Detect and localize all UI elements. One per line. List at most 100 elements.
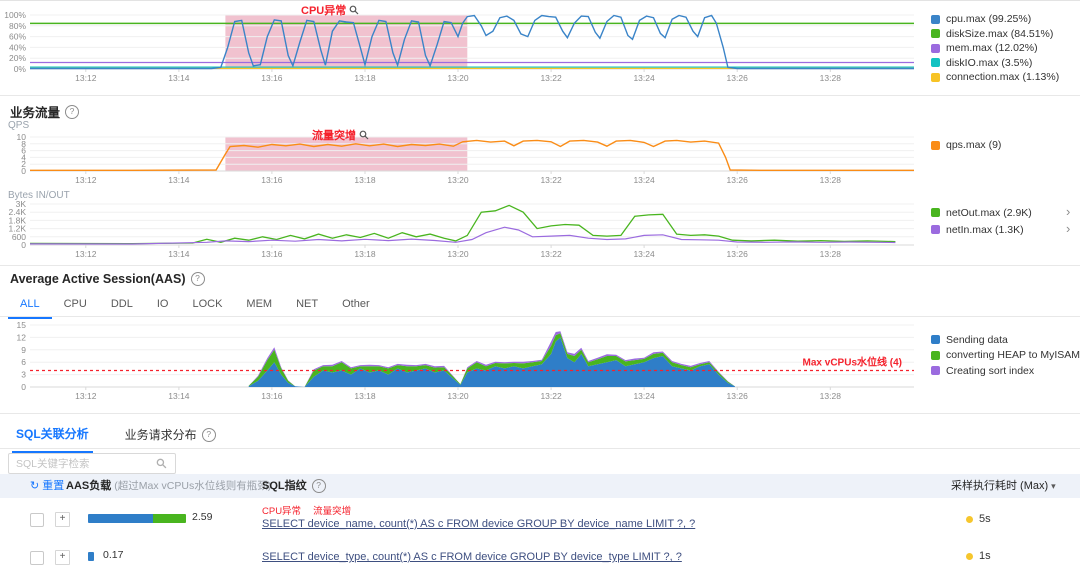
legend-swatch bbox=[931, 29, 940, 39]
legend-swatch bbox=[931, 14, 940, 24]
svg-text:13:28: 13:28 bbox=[820, 175, 842, 185]
svg-text:60%: 60% bbox=[9, 32, 26, 42]
info-icon[interactable]: ? bbox=[311, 479, 326, 493]
legend-label: diskIO.max (3.5%) bbox=[946, 56, 1033, 69]
legend-item-connection-max[interactable]: connection.max (1.13%) bbox=[931, 70, 1059, 85]
tab-request-distribution[interactable]: 业务请求分布 ? bbox=[121, 418, 220, 453]
legend-swatch bbox=[931, 208, 940, 217]
expand-button[interactable]: + bbox=[55, 512, 70, 527]
legend-label: netIn.max (1.3K) bbox=[946, 223, 1024, 236]
svg-text:0: 0 bbox=[21, 382, 26, 392]
sql-search-input[interactable] bbox=[8, 453, 176, 474]
svg-text:13:26: 13:26 bbox=[727, 73, 749, 83]
sql-fingerprint-link[interactable]: SELECT device_type, count(*) AS c FROM d… bbox=[262, 551, 682, 563]
svg-text:13:24: 13:24 bbox=[633, 73, 655, 83]
svg-text:13:18: 13:18 bbox=[354, 391, 376, 401]
traffic-spike-annotation[interactable]: 流量突增 bbox=[312, 127, 369, 143]
divider bbox=[0, 413, 1080, 414]
aas-title-text: Average Active Session(AAS) bbox=[10, 272, 186, 286]
legend-swatch bbox=[931, 43, 940, 53]
svg-text:0: 0 bbox=[21, 166, 26, 176]
row-checkbox[interactable] bbox=[30, 551, 44, 565]
legend-swatch bbox=[931, 366, 940, 376]
legend-swatch bbox=[931, 225, 940, 234]
legend-label: cpu.max (99.25%) bbox=[946, 13, 1032, 26]
legend-item-creating-sort-index[interactable]: Creating sort index bbox=[931, 363, 1080, 379]
svg-text:13:20: 13:20 bbox=[447, 391, 469, 401]
search-icon[interactable] bbox=[156, 458, 167, 469]
sort-caret-icon: ▾ bbox=[1051, 481, 1056, 491]
info-icon: ? bbox=[201, 427, 216, 442]
legend-item-diskio-max[interactable]: diskIO.max (3.5%) bbox=[931, 56, 1059, 71]
svg-text:13:12: 13:12 bbox=[75, 391, 97, 401]
legend-item-sending-data[interactable]: Sending data bbox=[931, 332, 1080, 348]
legend-item-qps-max[interactable]: qps.max (9) bbox=[931, 138, 1001, 153]
reset-button[interactable]: ↻ 重置 bbox=[30, 474, 64, 498]
legend-swatch bbox=[931, 350, 940, 360]
svg-text:13:12: 13:12 bbox=[75, 249, 97, 259]
exec-time-status-dot bbox=[966, 553, 973, 560]
cpu-usage-chart[interactable]: 100%80%60%40%20%0% 13:12 13:14 13:16 13:18 13… bbox=[0, 1, 920, 89]
expand-button[interactable]: + bbox=[55, 550, 70, 565]
sql-fingerprint-header-text: SQL指纹 bbox=[262, 480, 307, 492]
table-row[interactable]: + 0.17 SELECT device_type, count(*) AS c… bbox=[0, 543, 1080, 571]
exec-time-value: 5s bbox=[979, 513, 991, 525]
legend-item-mem-max[interactable]: mem.max (12.02%) bbox=[931, 41, 1059, 56]
magnifier-icon bbox=[349, 5, 359, 15]
svg-text:13:26: 13:26 bbox=[727, 249, 749, 259]
svg-text:600: 600 bbox=[12, 232, 26, 242]
bytes-legend: netOut.max (2.9K) netIn.max (1.3K) bbox=[931, 204, 1032, 238]
svg-text:12: 12 bbox=[17, 332, 27, 342]
tab-other[interactable]: Other bbox=[342, 298, 370, 310]
cpu-anomaly-annotation[interactable]: CPU异常 bbox=[301, 2, 359, 18]
reset-icon: ↻ bbox=[30, 480, 40, 492]
legend-item-cpu-max[interactable]: cpu.max (99.25%) bbox=[931, 12, 1059, 27]
tag-traffic-spike: 流量突增 bbox=[313, 506, 352, 517]
sql-tabs: SQL关联分析 业务请求分布 ? bbox=[12, 418, 248, 453]
tab-all[interactable]: ALL bbox=[8, 293, 52, 319]
legend-item-converting-heap[interactable]: converting HEAP to MyISAM bbox=[931, 348, 1080, 364]
chevron-right-icon[interactable]: › bbox=[1066, 221, 1071, 236]
svg-text:3K: 3K bbox=[16, 199, 27, 209]
column-header-exec-time[interactable]: 采样执行耗时 (Max) ▾ bbox=[951, 474, 1056, 498]
svg-text:13:20: 13:20 bbox=[447, 249, 469, 259]
svg-text:10: 10 bbox=[17, 132, 27, 142]
bytes-axis-label: Bytes IN/OUT bbox=[8, 190, 70, 201]
tab-io[interactable]: IO bbox=[156, 298, 169, 310]
svg-text:100%: 100% bbox=[4, 10, 26, 20]
svg-text:13:22: 13:22 bbox=[540, 391, 562, 401]
cpu-legend: cpu.max (99.25%) diskSize.max (84.51%) m… bbox=[931, 12, 1059, 85]
aas-section-title: Average Active Session(AAS) ? bbox=[10, 272, 205, 286]
tab-mem[interactable]: MEM bbox=[246, 298, 273, 310]
aas-chart[interactable]: 15 12 9 6 3 0 13:12 13:14 13:16 13:18 13:20 13:22 13… bbox=[0, 317, 920, 405]
svg-text:13:20: 13:20 bbox=[447, 175, 469, 185]
svg-text:13:14: 13:14 bbox=[168, 249, 190, 259]
svg-text:13:24: 13:24 bbox=[633, 175, 655, 185]
tab-ddl[interactable]: DDL bbox=[110, 298, 133, 310]
legend-item-disksize-max[interactable]: diskSize.max (84.51%) bbox=[931, 27, 1059, 42]
legend-item-netin-max[interactable]: netIn.max (1.3K) bbox=[931, 221, 1032, 238]
svg-text:13:18: 13:18 bbox=[354, 249, 376, 259]
legend-swatch bbox=[931, 58, 940, 68]
sql-fingerprint-link[interactable]: SELECT device_name, count(*) AS c FROM d… bbox=[262, 518, 696, 530]
svg-text:13:16: 13:16 bbox=[261, 391, 283, 401]
magnifier-icon bbox=[359, 130, 369, 140]
tab-cpu[interactable]: CPU bbox=[63, 298, 87, 310]
tab-lock[interactable]: LOCK bbox=[192, 298, 223, 310]
tab-net[interactable]: NET bbox=[296, 298, 319, 310]
table-row[interactable]: + 2.59 CPU异常 流量突增 SELECT device_name, co… bbox=[0, 498, 1080, 544]
chevron-right-icon[interactable]: › bbox=[1066, 204, 1071, 219]
row-checkbox[interactable] bbox=[30, 513, 44, 527]
svg-text:13:22: 13:22 bbox=[540, 175, 562, 185]
legend-item-netout-max[interactable]: netOut.max (2.9K) bbox=[931, 204, 1032, 221]
reset-label: 重置 bbox=[42, 480, 65, 492]
traffic-title-text: 业务流量 bbox=[10, 106, 61, 120]
svg-text:13:20: 13:20 bbox=[447, 73, 469, 83]
aas-load-header-hint: (超过Max vCPUs水位线则有瓶颈) bbox=[114, 480, 272, 492]
tab-sql-analysis[interactable]: SQL关联分析 bbox=[12, 418, 93, 453]
info-icon[interactable]: ? bbox=[65, 104, 80, 119]
info-icon[interactable]: ? bbox=[190, 272, 205, 286]
